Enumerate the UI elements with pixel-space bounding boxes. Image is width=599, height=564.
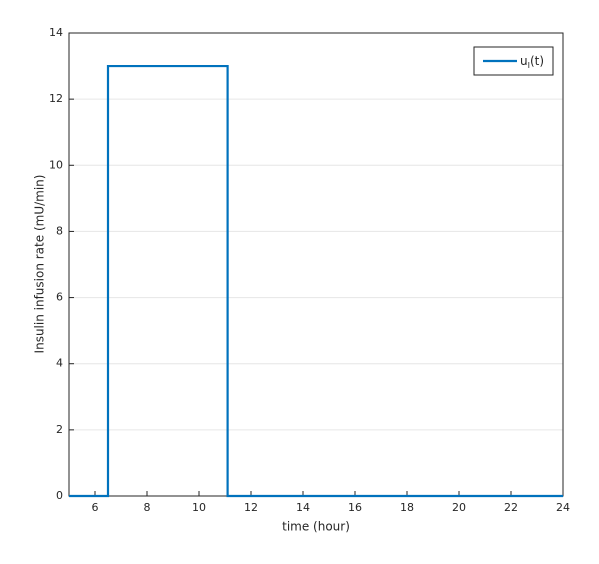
x-tick-label: 18 xyxy=(400,501,414,514)
x-tick-label: 8 xyxy=(144,501,151,514)
y-tick-label: 14 xyxy=(49,26,63,39)
y-tick-label: 12 xyxy=(49,92,63,105)
x-tick-label: 16 xyxy=(348,501,362,514)
x-tick-label: 6 xyxy=(92,501,99,514)
y-tick-label: 8 xyxy=(56,224,63,237)
x-tick-label: 14 xyxy=(296,501,310,514)
x-tick-label: 24 xyxy=(556,501,570,514)
x-tick-label: 22 xyxy=(504,501,518,514)
x-tick-label: 10 xyxy=(192,501,206,514)
legend-label: uI(t) xyxy=(520,54,544,71)
y-axis-label: Insulin infusion rate (mU/min) xyxy=(33,175,47,354)
y-tick-label: 6 xyxy=(56,291,63,304)
y-tick-label: 4 xyxy=(56,357,63,370)
y-tick-label: 0 xyxy=(56,489,63,502)
y-tick-label: 10 xyxy=(49,158,63,171)
x-tick-label: 12 xyxy=(244,501,258,514)
x-axis-label: time (hour) xyxy=(282,520,350,534)
series-line xyxy=(69,64,563,498)
y-tick-label: 2 xyxy=(56,423,63,436)
x-tick-label: 20 xyxy=(452,501,466,514)
